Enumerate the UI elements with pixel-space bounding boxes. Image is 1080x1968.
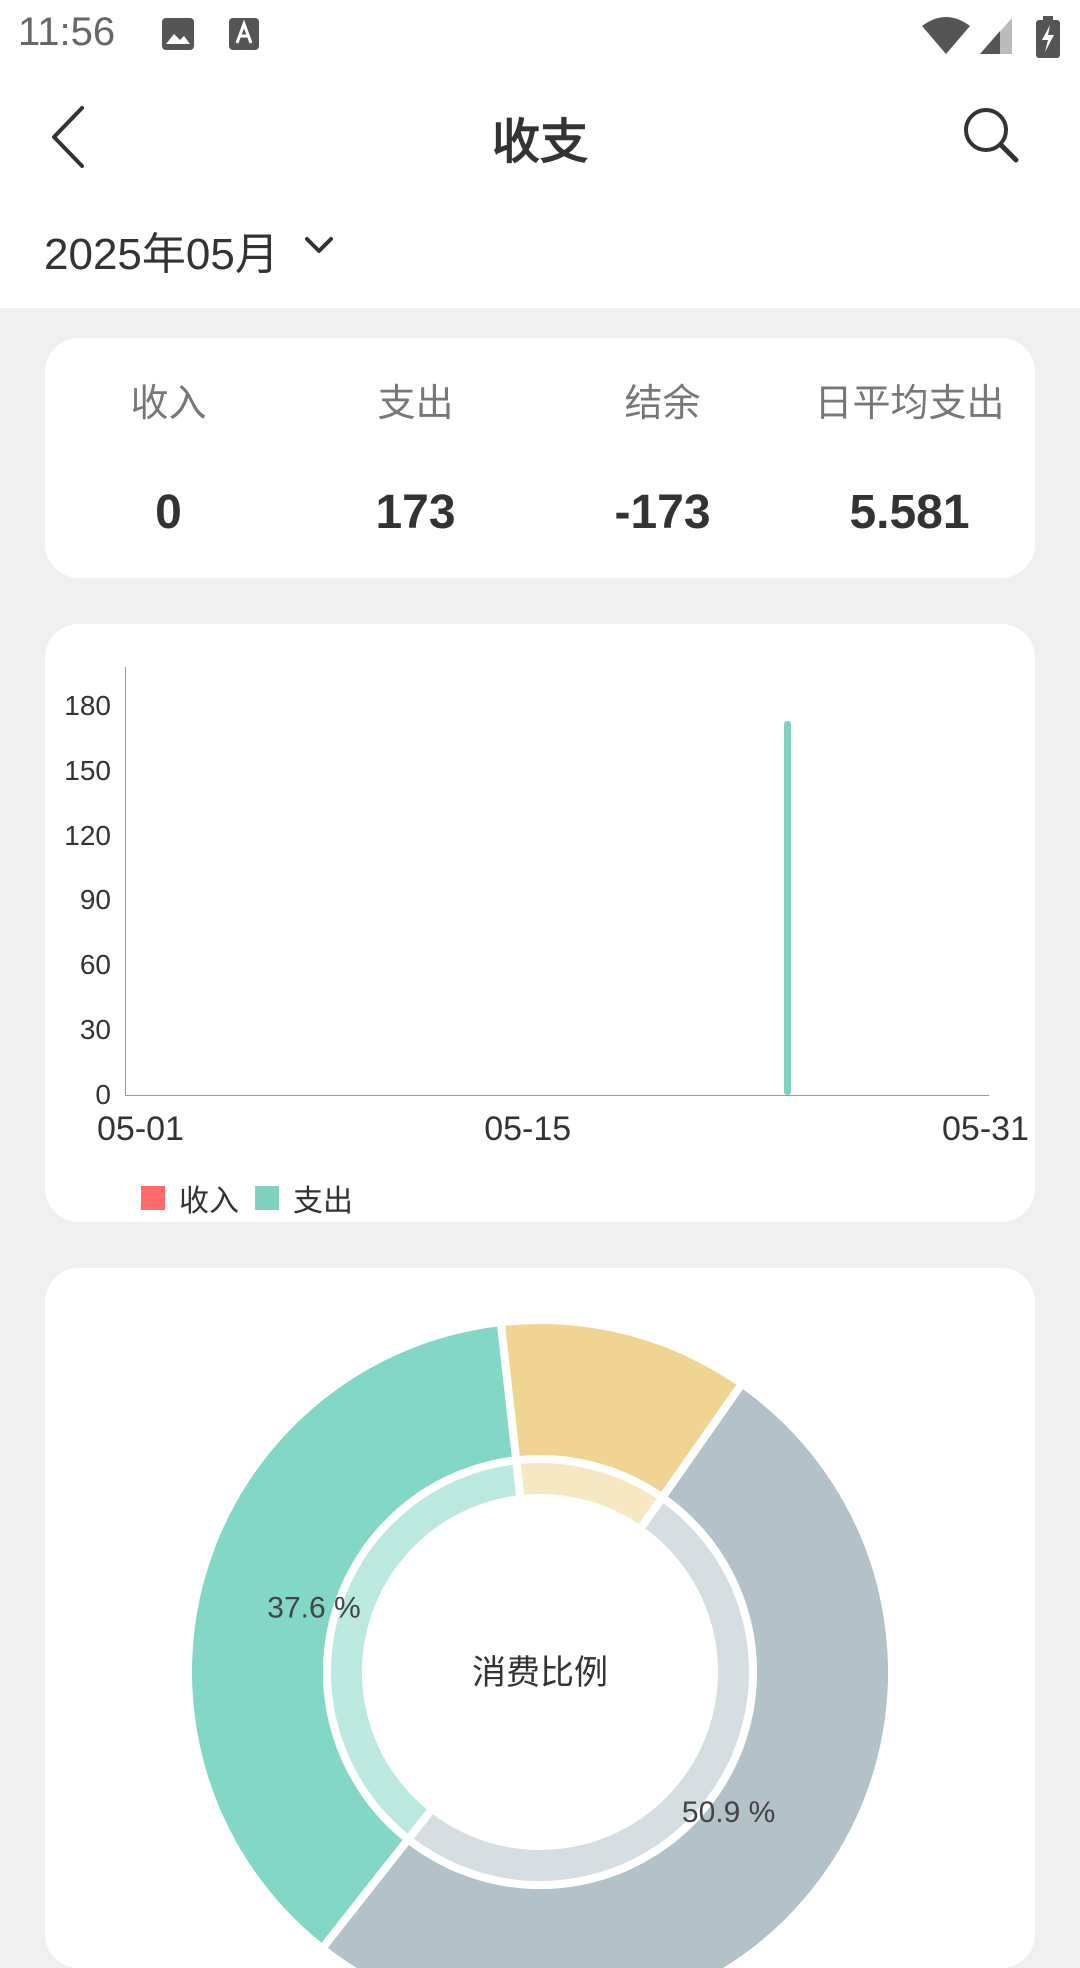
summary-card: 收入 0 支出 173 结余 -173 日平均支出 5.581 — [45, 338, 1035, 578]
expense-ratio-donut-chart: 50.9 % 37.6 % 消费比例 — [184, 1316, 896, 1968]
chevron-down-icon — [305, 237, 333, 253]
summary-value: -173 — [614, 486, 711, 539]
wifi-icon — [922, 17, 970, 54]
x-tick-label: 05-15 — [484, 1110, 572, 1148]
text-notification-icon — [229, 18, 259, 50]
legend-item: 支出 — [255, 1176, 353, 1220]
search-icon — [964, 108, 1019, 163]
summary-label: 结余 — [624, 381, 701, 425]
summary-income: 收入 0 — [45, 338, 292, 540]
summary-label: 收入 — [130, 381, 207, 425]
search-button[interactable] — [958, 102, 1028, 172]
y-tick-label: 150 — [64, 754, 111, 786]
summary-label: 支出 — [377, 381, 454, 425]
page-title: 收支 — [491, 114, 588, 170]
bar-05-24[interactable] — [784, 721, 792, 1095]
y-tick-label: 180 — [64, 689, 111, 721]
donut-inner-ring-2 — [511, 1455, 668, 1536]
y-tick-label: 60 — [79, 949, 111, 981]
expense-ratio-card: 50.9 % 37.6 % 消费比例 — [45, 1268, 1035, 1968]
summary-value: 0 — [155, 486, 182, 539]
x-tick-label: 05-01 — [97, 1110, 184, 1148]
month-label: 2025年05月 — [44, 230, 279, 279]
status-time: 11:56 — [18, 10, 116, 54]
status-bar: 11:56 — [0, 0, 1080, 72]
summary-daily-average: 日平均支出 5.581 — [786, 338, 1033, 540]
slice-percent-label: 50.9 % — [682, 1796, 775, 1829]
summary-value: 173 — [375, 486, 456, 539]
legend-swatch — [141, 1186, 165, 1210]
y-tick-label: 120 — [64, 819, 111, 851]
x-tick-label: 05-31 — [942, 1110, 1029, 1148]
back-button[interactable] — [44, 102, 104, 172]
legend-swatch — [255, 1186, 279, 1210]
y-tick-label: 0 — [95, 1079, 111, 1110]
slice-percent-label: 37.6 % — [267, 1592, 360, 1625]
month-selector[interactable]: 2025年05月 — [0, 196, 1080, 308]
x-axis — [125, 1095, 989, 1096]
legend-label: 支出 — [293, 1184, 353, 1219]
summary-value: 5.581 — [849, 486, 970, 539]
donut-center-title: 消费比例 — [472, 1653, 608, 1693]
y-tick-label: 30 — [79, 1014, 111, 1046]
y-tick-label: 90 — [79, 884, 111, 916]
legend-item: 收入 — [141, 1176, 239, 1220]
chart-legend: 收入 支出 — [141, 1176, 369, 1219]
summary-balance: 结余 -173 — [539, 338, 786, 540]
donut-inner-ring-0 — [402, 1491, 757, 1889]
summary-expense: 支出 173 — [292, 338, 539, 540]
legend-label: 收入 — [179, 1184, 239, 1219]
battery-charging-icon — [1036, 16, 1060, 58]
y-axis — [125, 667, 126, 1095]
app-bar: 收支 — [0, 72, 1080, 196]
back-arrow-icon — [52, 106, 84, 168]
signal-icon — [980, 18, 1012, 54]
image-notification-icon — [162, 18, 194, 50]
summary-label: 日平均支出 — [814, 381, 1005, 425]
daily-bar-chart: 收入 支出 0 30 60 90 120 150 180 05-01 05-15 05-31 — [45, 624, 1035, 1222]
